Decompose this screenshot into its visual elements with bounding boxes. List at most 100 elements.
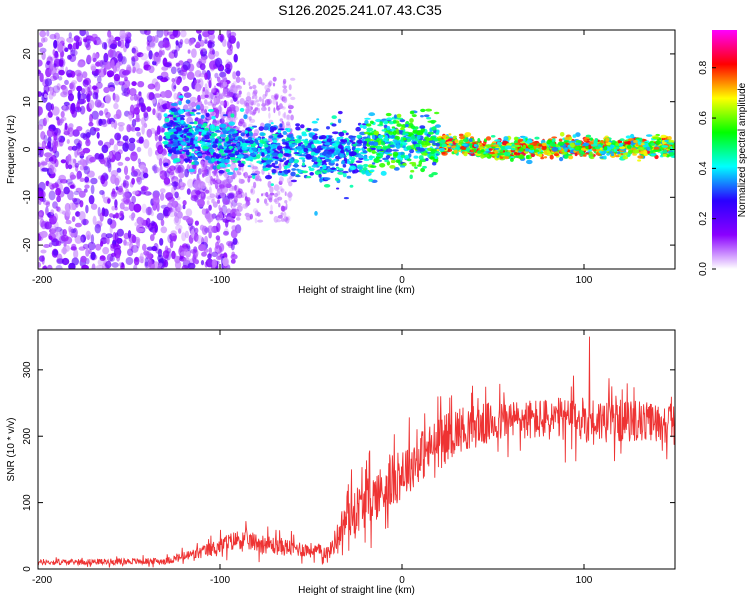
- heatmap-cell: [311, 164, 318, 168]
- heatmap-cell: [155, 248, 163, 254]
- heatmap-cell: [489, 151, 496, 155]
- heatmap-cell: [48, 190, 56, 201]
- heatmap-cell: [50, 225, 57, 231]
- heatmap-cell: [179, 39, 184, 45]
- heatmap-cell: [87, 241, 96, 251]
- heatmap-cell: [362, 125, 367, 129]
- heatmap-cell: [477, 138, 481, 143]
- heatmap-cell: [70, 184, 76, 189]
- heatmap-cell: [199, 141, 207, 145]
- heatmap-cell: [132, 190, 139, 195]
- heatmap-cell: [200, 49, 204, 56]
- heatmap-cell: [539, 151, 544, 154]
- heatmap-cell: [368, 178, 374, 182]
- y-tick-label: 0: [22, 146, 33, 152]
- heatmap-cell: [41, 37, 46, 43]
- heatmap-cell: [160, 226, 168, 234]
- heatmap-cell: [38, 142, 41, 147]
- heatmap-cell: [270, 143, 277, 149]
- heatmap-cell: [38, 42, 43, 48]
- heatmap-cell: [180, 125, 184, 129]
- heatmap-cell: [261, 141, 267, 145]
- heatmap-cell: [244, 100, 248, 107]
- heatmap-cell: [179, 69, 188, 77]
- heatmap-cell: [49, 86, 55, 96]
- heatmap-cell: [153, 164, 158, 174]
- heatmap-cell: [131, 165, 135, 174]
- heatmap-cell: [362, 155, 368, 160]
- heatmap-cell: [251, 112, 256, 116]
- heatmap-cell: [100, 175, 106, 185]
- heatmap-cell: [491, 153, 498, 157]
- heatmap-cell: [262, 94, 267, 99]
- heatmap-cell: [173, 92, 178, 101]
- heatmap-cell: [231, 133, 238, 138]
- heatmap-cell: [209, 47, 215, 55]
- heatmap-cell: [585, 152, 589, 155]
- heatmap-cell: [518, 154, 525, 160]
- heatmap-cell: [346, 175, 352, 179]
- heatmap-cell: [175, 62, 180, 67]
- y-axis-label: Frequency (Hz): [6, 115, 17, 184]
- heatmap-cell: [218, 94, 223, 100]
- heatmap-cell: [209, 60, 217, 70]
- heatmap-cell: [152, 108, 156, 116]
- heatmap-cell: [321, 145, 326, 149]
- heatmap-cell: [170, 66, 177, 75]
- heatmap-cell: [221, 155, 227, 158]
- heatmap-cell: [402, 137, 407, 141]
- heatmap-cell: [179, 154, 185, 165]
- heatmap-cell: [663, 149, 668, 154]
- heatmap-cell: [283, 206, 288, 211]
- heatmap-cell: [272, 126, 277, 131]
- heatmap-cell: [278, 170, 283, 174]
- x-tick-label: -100: [210, 275, 230, 286]
- heatmap-cell: [46, 264, 53, 269]
- heatmap-cell: [290, 179, 297, 183]
- heatmap-cell: [281, 138, 286, 143]
- heatmap-cell: [232, 116, 238, 121]
- heatmap-cell: [202, 152, 207, 155]
- heatmap-cell: [91, 263, 96, 269]
- heatmap-cell: [196, 153, 203, 157]
- heatmap-cell: [189, 38, 195, 45]
- heatmap-cell: [244, 197, 250, 203]
- heatmap-cell: [290, 171, 296, 177]
- heatmap-cell: [49, 215, 57, 225]
- heatmap-cell: [75, 187, 82, 193]
- heatmap-cell: [39, 72, 44, 83]
- colorbar-tick-label: 0.6: [698, 111, 709, 125]
- heatmap-cell: [131, 81, 137, 87]
- heatmap-cell: [90, 177, 98, 185]
- heatmap-cell: [139, 252, 144, 261]
- heatmap-cell: [317, 162, 321, 167]
- heatmap-cell: [288, 158, 294, 164]
- heatmap-cell: [261, 82, 265, 86]
- heatmap-cell: [586, 138, 590, 141]
- heatmap-cell: [110, 174, 117, 185]
- heatmap-cell: [522, 144, 527, 150]
- heatmap-cell: [365, 169, 369, 174]
- heatmap-cell: [419, 125, 426, 129]
- heatmap-cell: [221, 192, 224, 196]
- heatmap-cell: [385, 112, 392, 117]
- heatmap-cell: [439, 139, 446, 144]
- heatmap-cell: [41, 167, 49, 172]
- heatmap-cell: [414, 143, 421, 148]
- heatmap-cell: [145, 206, 153, 216]
- heatmap-cell: [552, 143, 556, 148]
- heatmap-cell: [383, 124, 388, 129]
- heatmap-cell: [216, 91, 219, 99]
- heatmap-cell: [216, 164, 221, 170]
- y-tick-label: 0: [22, 566, 33, 572]
- heatmap-cell: [262, 167, 269, 172]
- heatmap-cell: [216, 222, 221, 233]
- heatmap-cell: [64, 79, 69, 86]
- heatmap-cell: [420, 108, 426, 113]
- heatmap-cell: [45, 206, 49, 216]
- heatmap-cell: [288, 105, 294, 110]
- heatmap-cell: [331, 123, 337, 127]
- x-tick-label: -200: [32, 575, 52, 586]
- heatmap-cell: [53, 52, 59, 59]
- heatmap-cell: [600, 151, 605, 155]
